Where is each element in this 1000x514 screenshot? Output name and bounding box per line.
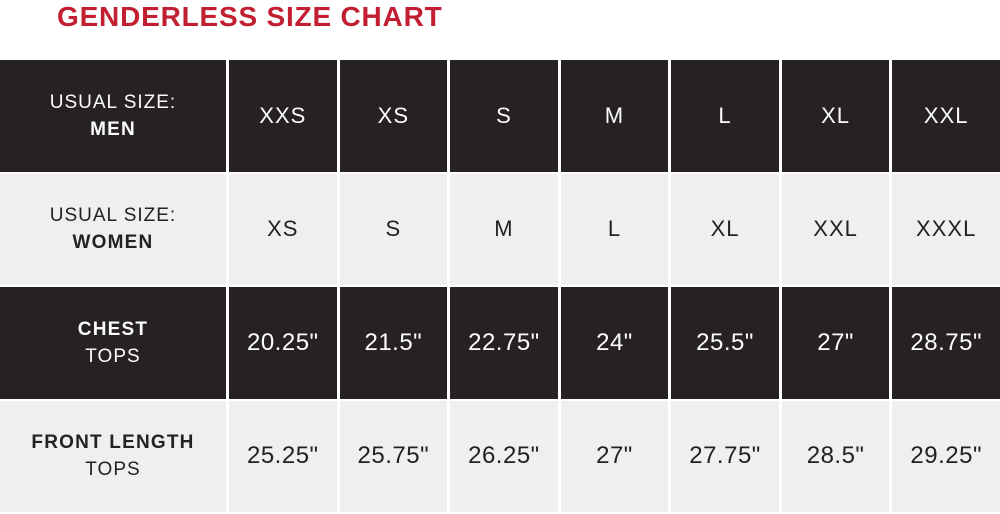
row-label-line2: TOPS xyxy=(85,459,141,481)
measurement-cell: 26.25" xyxy=(450,400,558,512)
size-cell: XL xyxy=(781,60,890,172)
table-row-front-length-tops: FRONT LENGTH TOPS 25.25" 25.75" 26.25" 2… xyxy=(0,400,1000,512)
size-chart-table: USUAL SIZE: MEN XXS XS S M L XL XXL USUA… xyxy=(0,58,1000,514)
measurement-cell: 28.75" xyxy=(892,287,1000,399)
row-label-line2: MEN xyxy=(90,118,136,140)
measurement-cell: 25.5" xyxy=(671,287,779,399)
measurement-cell: 20.25" xyxy=(229,287,337,399)
measurement-cell: 29.25" xyxy=(892,400,1000,512)
measurement-cell: 28.5" xyxy=(781,400,890,512)
row-label-line1: CHEST xyxy=(77,318,149,340)
measurement-cell: 27.75" xyxy=(671,400,779,512)
row-label-line2: WOMEN xyxy=(72,232,154,254)
size-cell: XXS xyxy=(229,60,337,172)
measurement-cell: 24" xyxy=(560,287,669,399)
size-cell: XS xyxy=(229,173,337,285)
size-cell: L xyxy=(671,60,779,172)
size-cell: S xyxy=(339,173,448,285)
measurement-cell: 25.25" xyxy=(229,400,337,512)
size-cell: L xyxy=(560,173,669,285)
row-label-chest-tops: CHEST TOPS xyxy=(0,287,226,399)
size-cell: XXL xyxy=(781,173,890,285)
size-cell: M xyxy=(560,60,669,172)
size-cell: M xyxy=(450,173,558,285)
page-title: GENDERLESS SIZE CHART xyxy=(57,1,443,32)
size-cell: S xyxy=(450,60,558,172)
measurement-cell: 21.5" xyxy=(339,287,448,399)
row-label-front-length-tops: FRONT LENGTH TOPS xyxy=(0,400,226,512)
size-cell: XXXL xyxy=(892,173,1000,285)
size-cell: XL xyxy=(671,173,779,285)
size-cell: XS xyxy=(339,60,448,172)
measurement-cell: 22.75" xyxy=(450,287,558,399)
row-label-line1: USUAL SIZE: xyxy=(49,205,177,227)
table-row-usual-size-men: USUAL SIZE: MEN XXS XS S M L XL XXL xyxy=(0,60,1000,172)
measurement-cell: 27" xyxy=(560,400,669,512)
row-label-line1: USUAL SIZE: xyxy=(49,91,177,113)
measurement-cell: 27" xyxy=(781,287,890,399)
row-label-usual-size-women: USUAL SIZE: WOMEN xyxy=(0,173,226,285)
measurement-cell: 25.75" xyxy=(339,400,448,512)
table-row-chest-tops: CHEST TOPS 20.25" 21.5" 22.75" 24" 25.5"… xyxy=(0,287,1000,399)
row-label-line2: TOPS xyxy=(85,345,141,367)
row-label-usual-size-men: USUAL SIZE: MEN xyxy=(0,60,226,172)
table-row-usual-size-women: USUAL SIZE: WOMEN XS S M L XL XXL XXXL xyxy=(0,173,1000,285)
size-cell: XXL xyxy=(892,60,1000,172)
row-label-line1: FRONT LENGTH xyxy=(31,432,195,454)
